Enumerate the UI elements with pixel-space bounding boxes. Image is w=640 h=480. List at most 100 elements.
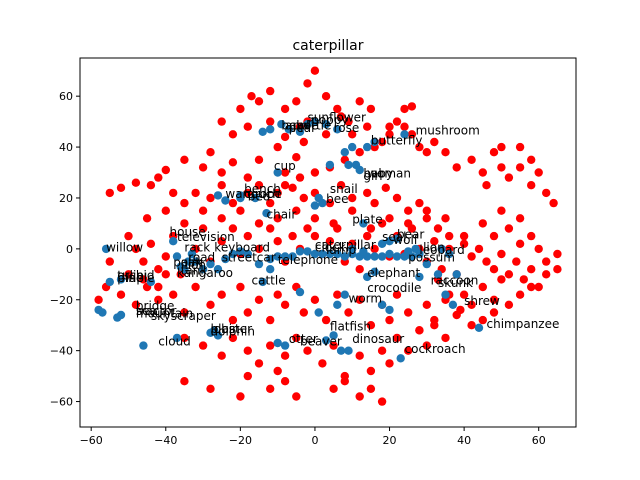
scatter-point-other (292, 392, 301, 401)
scatter-point-other (243, 122, 252, 131)
x-tick-label: 40 (457, 434, 471, 447)
scatter-point-labeled (310, 249, 320, 259)
scatter-point-other (459, 231, 469, 241)
scatter-point-other (478, 219, 487, 228)
point-annotation: clock (315, 240, 346, 254)
scatter-point-other (422, 206, 431, 215)
scatter-point-labeled (396, 354, 405, 363)
scatter-point-other (344, 308, 353, 317)
scatter-point-other (534, 282, 543, 292)
scatter-point-labeled (314, 308, 323, 317)
scatter-point-other (217, 181, 226, 190)
scatter-point-other (161, 270, 170, 279)
point-annotation: rack (184, 240, 210, 254)
scatter-point-other (400, 104, 409, 114)
scatter-point-labeled (139, 341, 148, 350)
scatter-point-other (325, 237, 335, 246)
y-tick-label: 20 (59, 192, 73, 205)
point-annotation: plate (352, 212, 382, 226)
scatter-point-other (467, 300, 476, 309)
scatter-point-other (553, 265, 562, 274)
point-annotation: streetcar (222, 251, 276, 265)
scatter-point-other (116, 290, 126, 299)
scatter-point-other (467, 252, 476, 261)
scatter-point-other (497, 275, 506, 284)
scatter-point-labeled (445, 249, 454, 259)
scatter-point-labeled (105, 277, 115, 287)
point-annotation: lobster (211, 322, 253, 336)
scatter-point-labeled (180, 265, 189, 274)
point-annotation: cattle (252, 274, 286, 288)
scatter-point-labeled (213, 265, 223, 274)
scatter-point-other (292, 153, 301, 162)
scatter-point-other (348, 130, 357, 139)
scatter-point-other (228, 315, 238, 325)
point-annotation: snail (330, 182, 358, 196)
scatter-point-other (266, 117, 275, 126)
scatter-point-other (355, 351, 364, 360)
x-tick-label: −40 (154, 434, 177, 447)
point-annotation: tank (181, 263, 208, 277)
scatter-point-other (329, 219, 338, 228)
scatter-point-other (273, 142, 282, 152)
scatter-point-labeled (359, 247, 368, 256)
scatter-point-labeled (318, 249, 327, 259)
scatter-point-other (404, 206, 413, 215)
scatter-point-other (198, 341, 208, 350)
scatter-point-other (441, 333, 450, 343)
scatter-point-other (415, 326, 424, 335)
scatter-point-labeled (355, 165, 364, 175)
scatter-point-labeled (266, 254, 275, 264)
scatter-point-other (254, 244, 264, 254)
scatter-point-labeled (295, 127, 305, 136)
scatter-point-other (228, 198, 238, 208)
scatter-point-labeled (266, 265, 275, 274)
scatter-point-other (527, 231, 536, 241)
scatter-point-labeled (101, 244, 111, 254)
scatter-point-other (254, 295, 264, 304)
scatter-point-labeled (169, 237, 178, 246)
x-tick-label: 20 (383, 434, 397, 447)
point-annotation: cloud (158, 335, 191, 349)
scatter-point-other (497, 142, 506, 152)
chart-title: caterpillar (292, 38, 363, 54)
point-annotation: woman (367, 167, 411, 181)
scatter-point-other (191, 282, 200, 292)
scatter-point-labeled (348, 244, 357, 254)
scatter-point-other (292, 206, 301, 215)
point-annotation: bear (397, 228, 424, 242)
point-annotation: willow (106, 240, 143, 254)
point-annotation: elephant (367, 266, 420, 280)
scatter-point-other (303, 224, 312, 233)
scatter-point-other (534, 244, 543, 254)
scatter-point-labeled (344, 160, 353, 170)
y-tick-label: 40 (59, 141, 73, 154)
scatter-point-labeled (221, 196, 230, 205)
scatter-point-other (180, 333, 189, 343)
scatter-point-other (154, 295, 163, 304)
scatter-point-other (146, 239, 156, 248)
scatter-point-other (139, 257, 148, 266)
point-annotation: telephone (278, 253, 338, 267)
scatter-point-other (415, 198, 424, 208)
plot-frame (79, 57, 577, 428)
scatter-point-other (430, 137, 439, 147)
scatter-point-labeled (295, 287, 305, 297)
scatter-point-other (377, 219, 387, 228)
scatter-point-other (236, 104, 245, 114)
scatter-point-labeled (370, 267, 379, 276)
scatter-point-labeled (310, 201, 320, 210)
scatter-point-other (321, 92, 331, 101)
scatter-point-other (553, 249, 562, 259)
scatter-point-labeled (273, 168, 282, 177)
point-annotation: pear (289, 121, 316, 135)
scatter-point-other (254, 181, 264, 190)
point-annotation: sunflower (308, 111, 367, 125)
scatter-point-labeled (266, 125, 275, 134)
point-annotation: lion (184, 258, 206, 272)
scatter-point-other (497, 249, 506, 259)
scatter-point-other (333, 104, 342, 114)
scatter-point-labeled (411, 244, 420, 254)
scatter-point-labeled (363, 272, 372, 282)
